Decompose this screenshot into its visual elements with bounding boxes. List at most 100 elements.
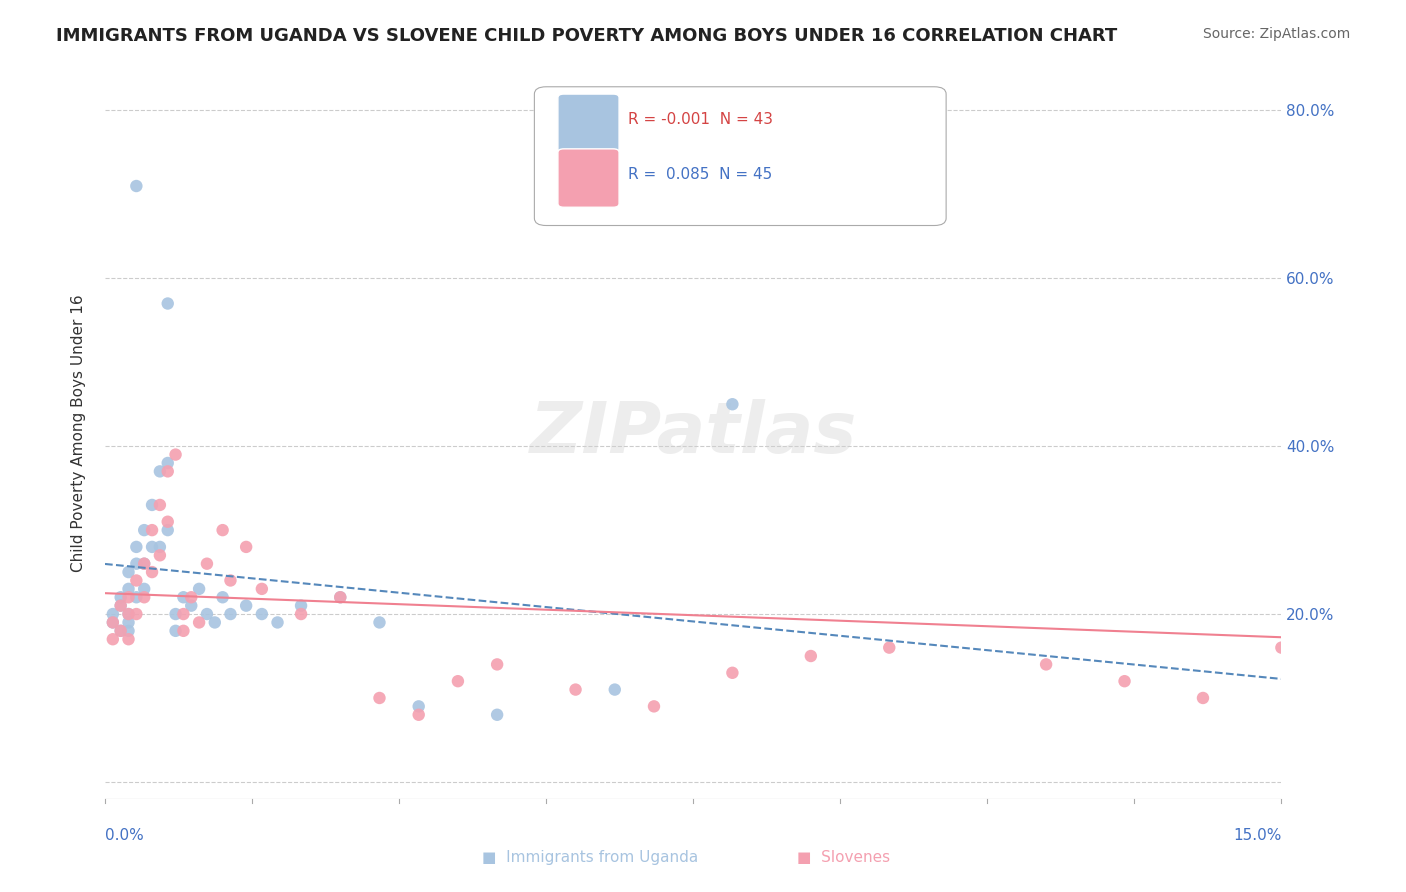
Point (643, 699, 665, 714)
Point (165, 624, 187, 638)
Point (156, 296, 179, 310)
Point (180, 591, 202, 605)
Point (117, 607, 139, 621)
Text: Source: ZipAtlas.com: Source: ZipAtlas.com (1202, 27, 1350, 41)
Point (250, 607, 273, 621)
Point (141, 540, 163, 554)
Text: ■  Slovenes: ■ Slovenes (797, 850, 890, 865)
Point (117, 615, 139, 630)
Point (141, 565, 163, 579)
Point (141, 523, 163, 537)
Point (204, 615, 226, 630)
Point (1270, 640, 1292, 655)
Point (368, 690, 391, 705)
Point (110, 599, 132, 613)
Point (329, 591, 352, 605)
Point (188, 582, 211, 596)
Point (266, 615, 288, 630)
Text: R = -0.001  N = 43: R = -0.001 N = 43 (628, 112, 773, 128)
Point (188, 615, 211, 630)
Point (1192, 690, 1215, 705)
Point (101, 615, 124, 630)
Point (156, 456, 179, 470)
Point (165, 607, 187, 621)
Point (117, 632, 139, 647)
Point (172, 624, 194, 638)
Point (172, 591, 194, 605)
Point (134, 557, 156, 571)
Point (149, 498, 172, 512)
Point (134, 523, 156, 537)
FancyBboxPatch shape (534, 87, 946, 226)
Point (235, 540, 257, 554)
Point (219, 607, 242, 621)
Point (125, 607, 148, 621)
Y-axis label: Child Poverty Among Boys Under 16: Child Poverty Among Boys Under 16 (72, 294, 86, 573)
Point (1309, 657, 1331, 672)
Point (800, 648, 823, 663)
Text: IMMIGRANTS FROM UGANDA VS SLOVENE CHILD POVERTY AMONG BOYS UNDER 16 CORRELATION : IMMIGRANTS FROM UGANDA VS SLOVENE CHILD … (56, 27, 1118, 45)
Point (110, 591, 132, 605)
Point (141, 498, 163, 512)
Point (564, 682, 586, 697)
Point (172, 607, 194, 621)
Point (125, 540, 148, 554)
Text: ZIPatlas: ZIPatlas (530, 399, 856, 468)
Point (117, 607, 139, 621)
Point (290, 607, 312, 621)
Point (1035, 657, 1057, 672)
Point (250, 582, 273, 596)
Text: R =  0.085  N = 45: R = 0.085 N = 45 (628, 167, 773, 182)
Point (149, 464, 172, 478)
Point (156, 523, 179, 537)
Point (117, 582, 139, 596)
Point (125, 557, 148, 571)
Point (180, 599, 202, 613)
Point (110, 624, 132, 638)
Point (368, 615, 391, 630)
Point (117, 624, 139, 638)
Point (219, 574, 242, 588)
Point (110, 599, 132, 613)
Text: 0.0%: 0.0% (105, 828, 143, 843)
Point (134, 557, 156, 571)
Point (877, 640, 900, 655)
Point (447, 674, 470, 689)
Point (329, 591, 352, 605)
Point (125, 591, 148, 605)
Point (110, 624, 132, 638)
Point (195, 557, 218, 571)
Point (149, 549, 172, 563)
Point (721, 397, 744, 411)
Point (149, 540, 172, 554)
Point (290, 599, 312, 613)
Point (156, 515, 179, 529)
Point (134, 591, 156, 605)
Point (101, 632, 124, 647)
Point (195, 607, 218, 621)
FancyBboxPatch shape (558, 149, 619, 207)
Point (235, 599, 257, 613)
Point (1388, 263, 1406, 277)
Text: ■  Immigrants from Uganda: ■ Immigrants from Uganda (482, 850, 699, 865)
Point (156, 464, 179, 478)
Point (134, 582, 156, 596)
Point (486, 707, 509, 722)
Point (117, 565, 139, 579)
Point (125, 179, 148, 194)
Point (721, 665, 744, 680)
Point (408, 707, 430, 722)
Point (101, 607, 124, 621)
Point (125, 574, 148, 588)
Point (1348, 674, 1371, 689)
Point (603, 682, 626, 697)
Point (211, 523, 233, 537)
Point (408, 699, 430, 714)
Point (1114, 674, 1136, 689)
Point (101, 615, 124, 630)
Point (165, 448, 187, 462)
Point (117, 591, 139, 605)
Point (486, 657, 509, 672)
FancyBboxPatch shape (558, 94, 619, 153)
Text: 15.0%: 15.0% (1233, 828, 1281, 843)
